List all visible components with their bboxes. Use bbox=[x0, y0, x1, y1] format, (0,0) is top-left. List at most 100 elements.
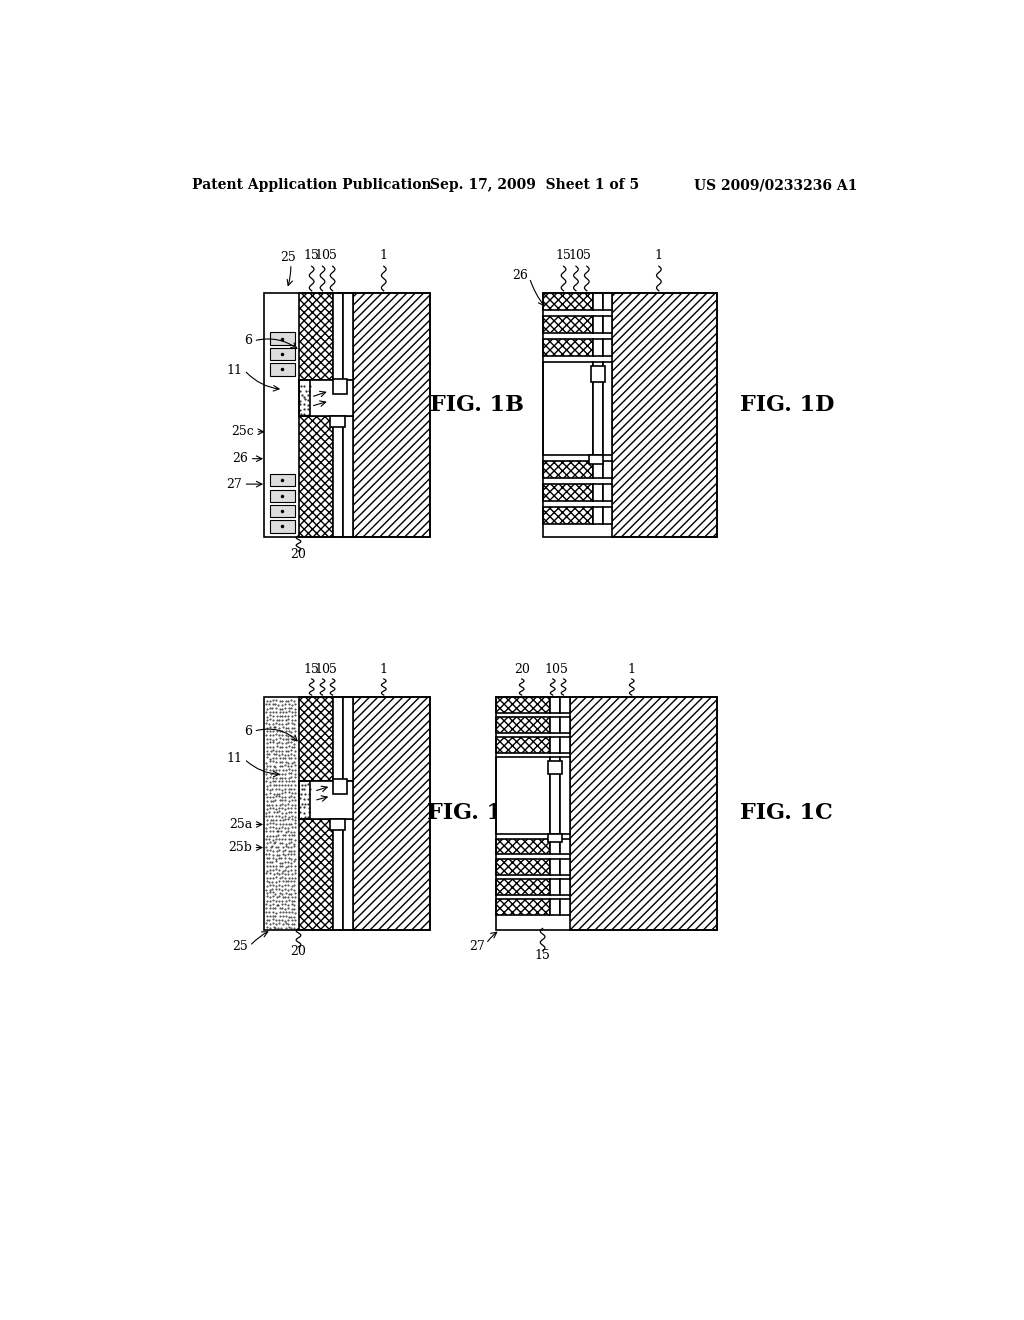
Bar bbox=[299, 818, 334, 929]
Bar bbox=[299, 780, 310, 818]
Bar bbox=[496, 718, 550, 733]
Bar bbox=[496, 697, 550, 713]
Bar bbox=[334, 293, 343, 380]
Bar bbox=[589, 455, 603, 465]
Bar bbox=[543, 363, 593, 455]
Bar bbox=[299, 380, 352, 416]
Bar bbox=[603, 461, 612, 478]
Text: 1: 1 bbox=[655, 249, 663, 263]
Bar bbox=[560, 697, 569, 713]
Text: 1: 1 bbox=[628, 663, 636, 676]
Bar bbox=[496, 697, 550, 713]
Bar bbox=[299, 293, 334, 380]
Bar bbox=[543, 484, 593, 502]
Text: FIG. 1B: FIG. 1B bbox=[430, 393, 523, 416]
Bar bbox=[496, 738, 550, 752]
Bar bbox=[496, 899, 550, 915]
Bar bbox=[550, 840, 560, 854]
Bar bbox=[550, 738, 560, 752]
Bar bbox=[569, 697, 717, 929]
Text: 6: 6 bbox=[244, 334, 252, 347]
Text: 15: 15 bbox=[535, 949, 551, 962]
Text: 25a: 25a bbox=[228, 818, 252, 832]
Bar bbox=[343, 293, 352, 380]
Bar bbox=[603, 484, 612, 502]
Bar bbox=[299, 416, 334, 537]
Bar bbox=[334, 416, 343, 537]
Text: FIG. 1 A: FIG. 1 A bbox=[427, 803, 527, 824]
Bar bbox=[543, 461, 593, 478]
Bar bbox=[593, 484, 603, 502]
Text: 10: 10 bbox=[314, 249, 331, 263]
Bar bbox=[603, 293, 612, 310]
Bar bbox=[330, 416, 345, 428]
Text: 11: 11 bbox=[226, 752, 243, 766]
Bar bbox=[263, 293, 430, 537]
Bar bbox=[263, 697, 430, 929]
Bar bbox=[352, 697, 430, 929]
Bar bbox=[543, 317, 593, 333]
Bar bbox=[548, 760, 562, 775]
Text: FIG. 1D: FIG. 1D bbox=[739, 393, 834, 416]
Bar bbox=[550, 899, 560, 915]
Text: 15: 15 bbox=[304, 249, 319, 263]
Bar bbox=[560, 899, 569, 915]
Text: 10: 10 bbox=[314, 663, 331, 676]
Bar bbox=[270, 348, 295, 360]
Bar bbox=[550, 697, 560, 713]
Bar bbox=[560, 718, 569, 733]
Bar bbox=[299, 818, 334, 929]
Bar bbox=[543, 293, 593, 310]
Bar bbox=[569, 697, 717, 929]
Text: 15: 15 bbox=[304, 663, 319, 676]
Bar bbox=[560, 758, 569, 834]
Bar bbox=[543, 484, 593, 502]
Text: 1: 1 bbox=[380, 249, 388, 263]
Bar bbox=[560, 859, 569, 875]
Text: 27: 27 bbox=[226, 478, 242, 491]
Text: US 2009/0233236 A1: US 2009/0233236 A1 bbox=[693, 178, 857, 193]
Bar bbox=[270, 490, 295, 502]
Bar bbox=[593, 317, 603, 333]
Bar bbox=[550, 758, 560, 834]
Bar bbox=[343, 697, 352, 780]
Text: 20: 20 bbox=[514, 663, 529, 676]
Bar bbox=[603, 317, 612, 333]
Bar bbox=[343, 818, 352, 929]
Bar bbox=[593, 293, 603, 310]
Text: 10: 10 bbox=[568, 249, 584, 263]
Text: 15: 15 bbox=[556, 249, 571, 263]
Bar bbox=[270, 333, 295, 345]
Bar bbox=[299, 697, 334, 780]
Bar bbox=[543, 293, 717, 537]
Text: 11: 11 bbox=[226, 363, 243, 376]
Text: 27: 27 bbox=[469, 940, 484, 953]
Text: 5: 5 bbox=[329, 249, 337, 263]
Bar bbox=[612, 293, 717, 537]
Bar bbox=[548, 834, 562, 842]
Bar bbox=[543, 317, 593, 333]
Bar bbox=[496, 840, 550, 854]
Bar bbox=[330, 818, 345, 830]
Bar bbox=[352, 293, 430, 537]
Bar bbox=[299, 697, 334, 780]
Bar bbox=[270, 474, 295, 487]
Bar bbox=[496, 738, 550, 752]
Bar bbox=[591, 367, 605, 381]
Bar bbox=[496, 899, 550, 915]
Bar bbox=[560, 840, 569, 854]
Bar bbox=[543, 507, 593, 524]
Bar bbox=[603, 363, 612, 455]
Text: 5: 5 bbox=[559, 663, 567, 676]
Bar bbox=[352, 293, 430, 537]
Text: 5: 5 bbox=[583, 249, 591, 263]
Text: 20: 20 bbox=[291, 945, 306, 958]
Text: 5: 5 bbox=[329, 663, 337, 676]
Bar bbox=[299, 416, 334, 537]
Text: 25c: 25c bbox=[231, 425, 254, 438]
Bar bbox=[299, 293, 334, 380]
Bar bbox=[543, 507, 593, 524]
Bar bbox=[343, 416, 352, 537]
Bar bbox=[593, 507, 603, 524]
Text: Patent Application Publication: Patent Application Publication bbox=[191, 178, 431, 193]
